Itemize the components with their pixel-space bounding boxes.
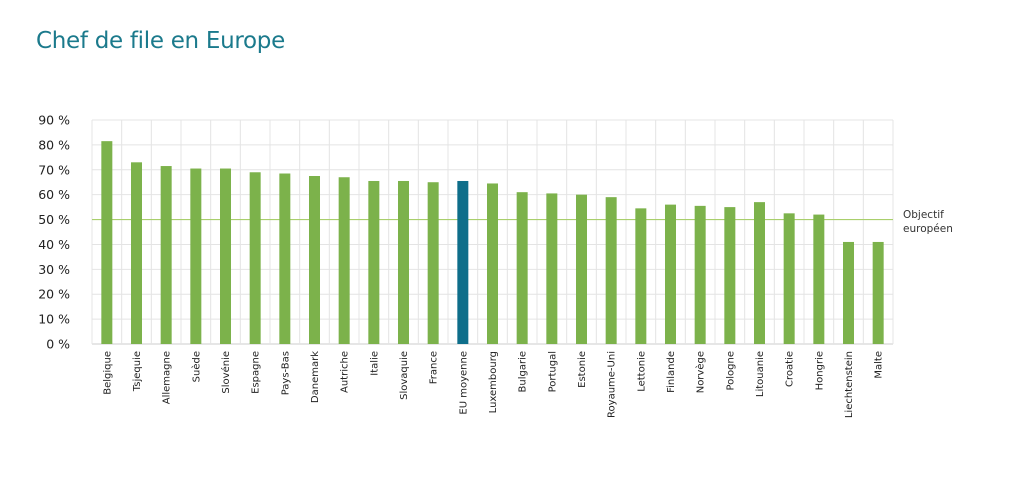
- chart-title: Chef de file en Europe: [36, 28, 285, 54]
- x-category-label: Danemark: [310, 351, 321, 403]
- bar: [368, 180, 380, 344]
- x-category-label: Estonie: [577, 351, 588, 388]
- bar: [249, 172, 261, 344]
- x-category-label: EU moyenne: [458, 351, 469, 415]
- bar: [427, 182, 439, 344]
- y-tick-label: 60 %: [38, 187, 70, 202]
- x-category-label: Croatie: [785, 351, 796, 387]
- y-tick-label: 30 %: [38, 262, 70, 277]
- x-category-label: Allemagne: [162, 351, 173, 404]
- bar: [724, 207, 736, 344]
- x-category-label: Slovénie: [220, 351, 232, 394]
- y-tick-label: 70 %: [38, 162, 70, 177]
- bar: [813, 214, 825, 344]
- y-tick-label: 50 %: [38, 212, 70, 227]
- target-label-line2: européen: [903, 223, 953, 235]
- x-category-label: Hongrie: [814, 351, 825, 390]
- x-category-label: France: [429, 351, 440, 384]
- y-tick-label: 10 %: [38, 312, 70, 327]
- x-category-label: Luxembourg: [488, 351, 499, 413]
- bar: [398, 180, 409, 344]
- x-category-label: Suède: [190, 351, 202, 382]
- bar: [783, 213, 795, 344]
- x-category-label: Norvège: [695, 351, 707, 393]
- x-category-label: Pays-Bas: [280, 351, 291, 395]
- bar: [665, 204, 676, 344]
- bars: [101, 141, 884, 344]
- bar: [576, 194, 587, 344]
- target-annotation: Objectif européen: [903, 209, 953, 235]
- bar: [754, 202, 765, 344]
- bar: [546, 193, 558, 344]
- x-category-label: Bulgarie: [518, 351, 529, 393]
- x-category-label: Autriche: [340, 351, 351, 393]
- x-category-label: Lettonie: [636, 351, 647, 392]
- x-category-label: Pologne: [725, 351, 736, 391]
- y-axis-ticks: 0 % 10 % 20 % 30 % 40 % 50 % 60 % 70 % 80 % 90 %: [38, 113, 70, 352]
- x-category-label: Espagne: [251, 351, 262, 394]
- bar: [635, 208, 647, 344]
- target-label-line1: Objectif: [903, 209, 944, 221]
- bar: [872, 241, 884, 344]
- x-category-label: Royaume-Uni: [607, 351, 618, 418]
- bar: [220, 168, 231, 344]
- x-category-label: Slovaquie: [399, 351, 410, 400]
- x-category-label: Litouanie: [755, 351, 766, 397]
- bar: [131, 162, 142, 344]
- x-category-label: Malte: [874, 351, 885, 379]
- x-axis-labels: Belgique Tsjequie Allemagne Suède Slovénie Es…: [102, 351, 884, 418]
- y-tick-label: 80 %: [38, 137, 70, 152]
- bar: [309, 176, 320, 344]
- bar: [605, 197, 617, 344]
- x-category-label: Belgique: [102, 351, 113, 395]
- bar: [487, 183, 498, 344]
- bar: [457, 180, 469, 344]
- bar: [160, 166, 172, 344]
- bar: [279, 173, 291, 344]
- x-category-label: Portugal: [547, 351, 558, 392]
- bar: [101, 141, 113, 344]
- x-category-label: Tsjequie: [132, 351, 143, 392]
- y-tick-label: 0 %: [46, 337, 70, 352]
- bar: [694, 205, 706, 344]
- bar: [843, 241, 854, 344]
- y-tick-label: 40 %: [38, 237, 70, 252]
- y-tick-label: 20 %: [38, 287, 70, 302]
- bar: [190, 168, 202, 344]
- x-category-label: Finlande: [666, 351, 677, 393]
- x-category-label: Italie: [369, 351, 380, 376]
- bar: [516, 192, 528, 344]
- x-category-label: Liechtenstein: [844, 351, 855, 418]
- bar: [338, 177, 350, 344]
- y-tick-label: 90 %: [38, 113, 70, 128]
